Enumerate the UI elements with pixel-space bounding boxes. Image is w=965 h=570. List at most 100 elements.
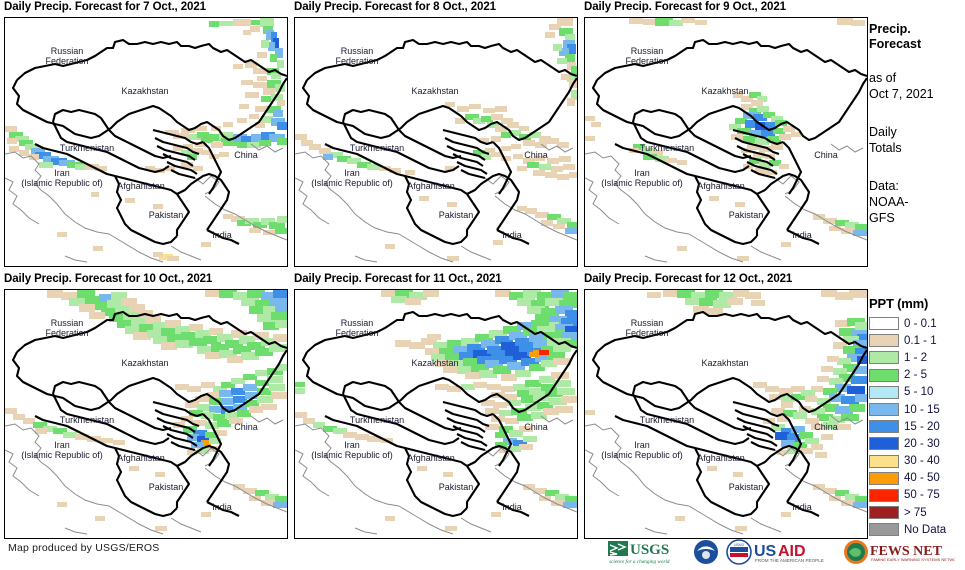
country-label: Russian Federation — [625, 318, 669, 338]
country-label: India — [502, 230, 522, 240]
panel-11-oct[interactable]: Daily Precip. Forecast for 11 Oct., 2021… — [290, 272, 580, 539]
info-column: Precip. Forecast as of Oct 7, 2021 Daily… — [869, 0, 965, 570]
country-label: Pakistan — [148, 482, 184, 492]
legend-swatch — [869, 351, 899, 365]
panel-title: Daily Precip. Forecast for 10 Oct., 2021 — [4, 273, 213, 285]
country-borders — [11, 310, 287, 518]
country-label: Pakistan — [438, 210, 474, 220]
legend-label: 10 - 15 — [904, 403, 940, 416]
legend-title: PPT (mm) — [869, 296, 929, 311]
legend-row: 40 - 50 — [869, 470, 965, 487]
country-label: Kazakhstan — [701, 358, 749, 368]
map-canvas[interactable]: Russian Federation Kazakhstan Turkmenistan I… — [4, 289, 288, 539]
country-label: Kazakhstan — [411, 86, 459, 96]
legend-swatch — [869, 523, 899, 537]
country-label: Russian Federation — [45, 318, 89, 338]
legend-row: 0 - 0.1 — [869, 315, 965, 332]
country-label: Russian Federation — [45, 46, 89, 66]
country-label: India — [212, 230, 232, 240]
legend-label: 0.1 - 1 — [904, 334, 937, 347]
usgs-logo: USGS science for a changing world — [608, 539, 686, 565]
country-label: China — [814, 422, 838, 432]
legend-swatch — [869, 488, 899, 502]
map-canvas[interactable]: Russian Federation Kazakhstan Turkmenistan I… — [294, 17, 578, 267]
country-label: Pakistan — [438, 482, 474, 492]
svg-text:FEWS NET: FEWS NET — [870, 544, 943, 559]
country-label: Turkmenistan — [59, 143, 115, 153]
country-label: Turkmenistan — [639, 415, 695, 425]
coastlines — [585, 415, 867, 535]
panel-7-oct[interactable]: Daily Precip. Forecast for 7 Oct., 2021 R… — [0, 0, 290, 267]
coastlines — [295, 415, 577, 535]
legend-swatch — [869, 317, 899, 331]
country-label: Iran (Islamic Republic of) — [21, 440, 103, 460]
totals-label-line1: Daily — [869, 125, 897, 139]
legend-swatch — [869, 471, 899, 485]
legend-label: 50 - 75 — [904, 489, 940, 502]
country-label: China — [524, 422, 548, 432]
country-label: Iran (Islamic Republic of) — [21, 168, 103, 188]
legend-swatch — [869, 403, 899, 417]
country-label: India — [212, 502, 232, 512]
panel-8-oct[interactable]: Daily Precip. Forecast for 8 Oct., 2021 R… — [290, 0, 580, 267]
country-borders — [301, 310, 577, 518]
svg-text:AID: AID — [778, 543, 806, 560]
svg-text:US: US — [754, 543, 777, 560]
country-label: China — [234, 150, 258, 160]
country-label: Iran (Islamic Republic of) — [601, 168, 683, 188]
country-label: Pakistan — [148, 210, 184, 220]
country-label: Iran (Islamic Republic of) — [601, 440, 683, 460]
country-label: India — [792, 502, 812, 512]
country-label: Turkmenistan — [59, 415, 115, 425]
panel-title: Daily Precip. Forecast for 12 Oct., 2021 — [584, 273, 793, 285]
legend-label: 5 - 10 — [904, 386, 934, 399]
legend-row: > 75 — [869, 504, 965, 521]
legend-label: 2 - 5 — [904, 369, 928, 382]
country-label: Turkmenistan — [349, 415, 405, 425]
country-label: India — [792, 230, 812, 240]
legend-row: 50 - 75 — [869, 487, 965, 504]
panel-title: Daily Precip. Forecast for 8 Oct., 2021 — [294, 1, 496, 13]
country-label: Pakistan — [728, 210, 764, 220]
country-label: Iran (Islamic Republic of) — [311, 168, 393, 188]
country-label: China — [814, 150, 838, 160]
map-canvas[interactable]: Russian Federation Kazakhstan Turkmenistan I… — [584, 289, 868, 539]
country-label: Iran (Islamic Republic of) — [311, 440, 393, 460]
panel-10-oct[interactable]: Daily Precip. Forecast for 10 Oct., 2021… — [0, 272, 290, 539]
data-source-line3: GFS — [869, 211, 895, 225]
usaid-logo: USAID US AID FROM THE AMERICAN PEOPLE — [726, 539, 836, 565]
data-source-line2: NOAA- — [869, 195, 909, 209]
legend-row: No Data — [869, 521, 965, 538]
fewsnet-logo: FEWS NET FAMINE EARLY WARNING SYSTEMS NE… — [843, 539, 955, 565]
country-label: Turkmenistan — [639, 143, 695, 153]
map-canvas[interactable]: Russian Federation Kazakhstan Turkmenistan I… — [4, 17, 288, 267]
svg-text:USAID: USAID — [734, 543, 744, 547]
legend-row: 30 - 40 — [869, 453, 965, 470]
coastlines — [295, 143, 577, 263]
country-label: China — [524, 150, 548, 160]
map-canvas[interactable]: Russian Federation Kazakhstan Turkmenistan I… — [294, 289, 578, 539]
country-label: Afghanistan — [697, 181, 745, 191]
map-canvas[interactable]: Russian Federation Kazakhstan Turkmenistan I… — [584, 17, 868, 267]
panel-9-oct[interactable]: Daily Precip. Forecast for 9 Oct., 2021 R… — [580, 0, 870, 267]
legend-label: 15 - 20 — [904, 420, 940, 433]
country-label: Kazakhstan — [121, 358, 169, 368]
country-label: Pakistan — [728, 482, 764, 492]
coastlines — [5, 143, 287, 263]
country-label: Turkmenistan — [349, 143, 405, 153]
country-label: Afghanistan — [697, 453, 745, 463]
legend-label: 20 - 30 — [904, 437, 940, 450]
legend-row: 15 - 20 — [869, 418, 965, 435]
legend-swatch — [869, 437, 899, 451]
panel-12-oct[interactable]: Daily Precip. Forecast for 12 Oct., 2021… — [580, 272, 870, 539]
legend-row: 1 - 2 — [869, 349, 965, 366]
noaa-logo: NOAA — [693, 539, 719, 565]
country-label: Russian Federation — [625, 46, 669, 66]
country-borders — [301, 38, 577, 246]
country-label: India — [502, 502, 522, 512]
coastlines — [585, 143, 867, 263]
country-label: Kazakhstan — [701, 86, 749, 96]
svg-text:USGS: USGS — [630, 542, 669, 558]
data-source-label: Data: — [869, 179, 899, 193]
